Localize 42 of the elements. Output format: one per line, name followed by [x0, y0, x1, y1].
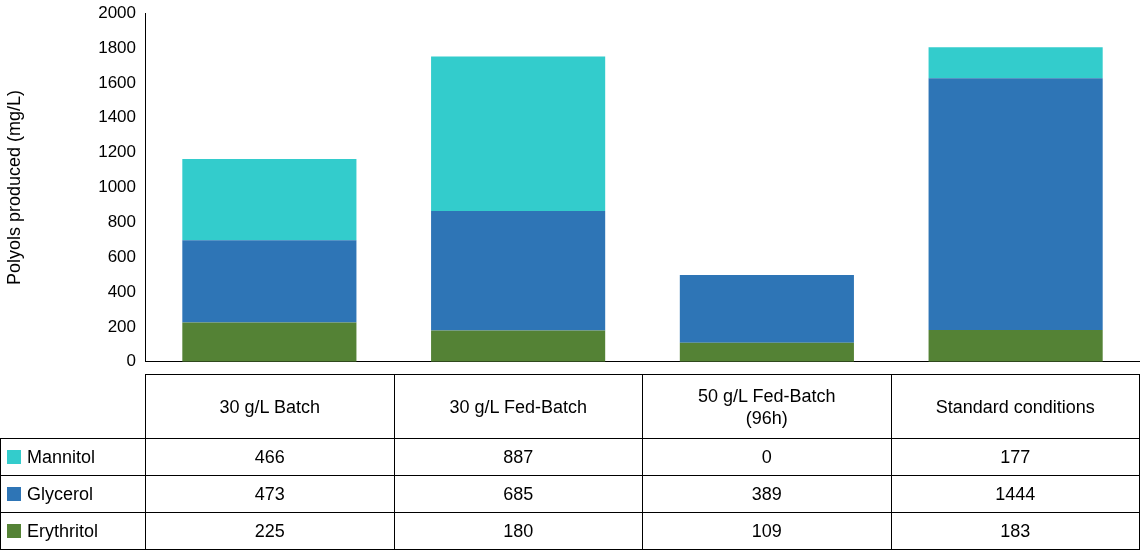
- x-tick-label: 30 g/L Fed-Batch: [394, 374, 643, 439]
- data-label: 109: [642, 512, 891, 550]
- bar: [679, 275, 854, 343]
- data-label: 0: [642, 438, 891, 476]
- bar: [928, 329, 1103, 362]
- legend-label: Glycerol: [0, 475, 146, 513]
- x-tick-label: 50 g/L Fed-Batch (96h): [642, 374, 891, 439]
- bar: [431, 211, 606, 331]
- bar: [182, 322, 357, 362]
- data-label: 473: [145, 475, 394, 513]
- y-tick-label: 200: [107, 316, 136, 336]
- bar: [928, 47, 1103, 79]
- data-label: 225: [145, 512, 394, 550]
- y-tick-label: 1400: [98, 107, 136, 127]
- y-tick-label: 1800: [98, 37, 136, 57]
- y-tick-label: 400: [107, 281, 136, 301]
- x-tick-label: 30 g/L Batch: [145, 374, 394, 439]
- data-label: 177: [891, 438, 1140, 476]
- y-tick-label: 800: [107, 212, 136, 232]
- data-label: 887: [394, 438, 643, 476]
- bar: [431, 330, 606, 362]
- bar: [182, 240, 357, 323]
- bar: [679, 342, 854, 362]
- y-tick-label: 1000: [98, 177, 136, 197]
- x-tick-label: Standard conditions: [891, 374, 1140, 439]
- data-label: 389: [642, 475, 891, 513]
- y-axis-title: Polyols produced (mg/L): [3, 89, 24, 286]
- legend-label: Erythritol: [0, 512, 146, 550]
- bar: [182, 158, 357, 241]
- legend-label: Mannitol: [0, 438, 146, 476]
- data-label: 1444: [891, 475, 1140, 513]
- y-tick-label: 2000: [98, 2, 136, 22]
- y-tick-label: 1600: [98, 72, 136, 92]
- data-label: 685: [394, 475, 643, 513]
- y-tick-label: 1200: [98, 142, 136, 162]
- data-label: 180: [394, 512, 643, 550]
- bar: [431, 56, 606, 212]
- y-tick-label: 600: [107, 246, 136, 266]
- data-label: 183: [891, 512, 1140, 550]
- bar: [928, 78, 1103, 330]
- data-label: 466: [145, 438, 394, 476]
- y-tick-label: 0: [126, 351, 136, 371]
